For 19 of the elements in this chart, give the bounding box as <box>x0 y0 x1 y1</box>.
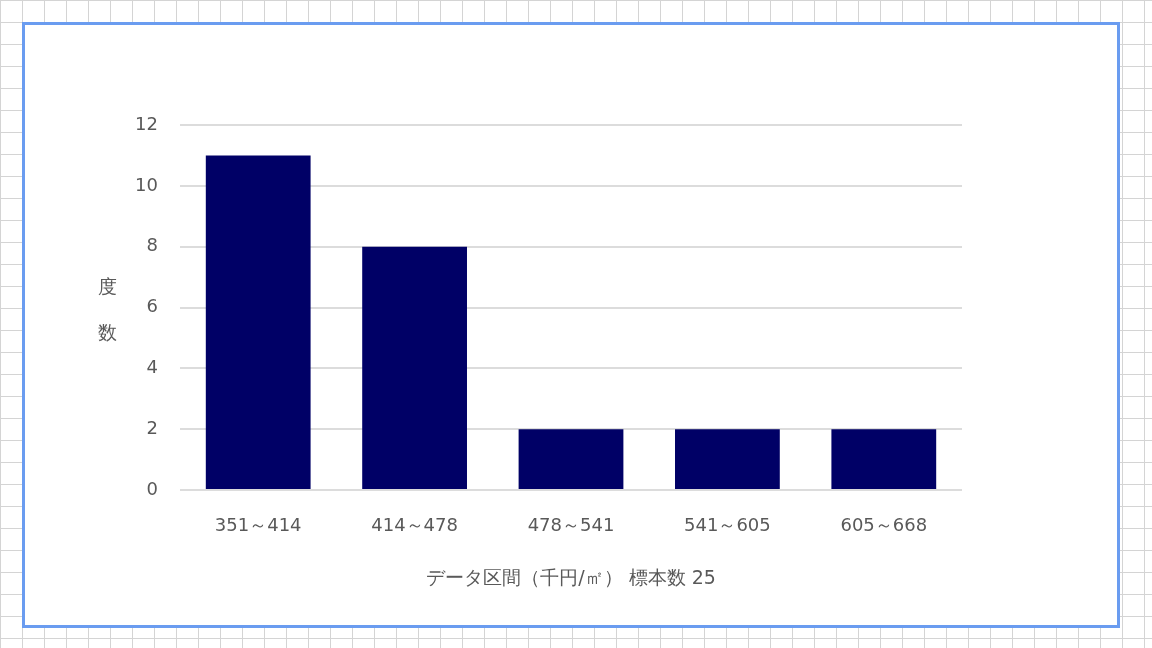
x-tick-label: 351～414 <box>214 514 302 536</box>
y-tick-label: 10 <box>135 173 158 195</box>
bar <box>362 246 467 489</box>
y-tick-label: 4 <box>146 356 158 378</box>
y-tick-label: 6 <box>146 295 158 317</box>
bar <box>518 429 624 489</box>
text: 度数 <box>98 275 117 343</box>
bar <box>831 429 937 489</box>
x-tick-label: 541～605 <box>684 514 771 536</box>
y-tick-label: 2 <box>146 416 158 438</box>
y-tick-label: 12 <box>135 112 158 134</box>
x-tick-label: 478～541 <box>527 514 615 536</box>
x-axis-title: データ区間（千円/㎡） 標本数 25 <box>426 565 716 588</box>
x-tick-label: 605～668 <box>840 514 928 536</box>
bar <box>675 429 780 489</box>
x-tick-label: 414～478 <box>371 514 458 536</box>
bar <box>205 155 311 489</box>
y-tick-label: 8 <box>146 234 158 256</box>
y-tick-label: 0 <box>146 477 158 499</box>
